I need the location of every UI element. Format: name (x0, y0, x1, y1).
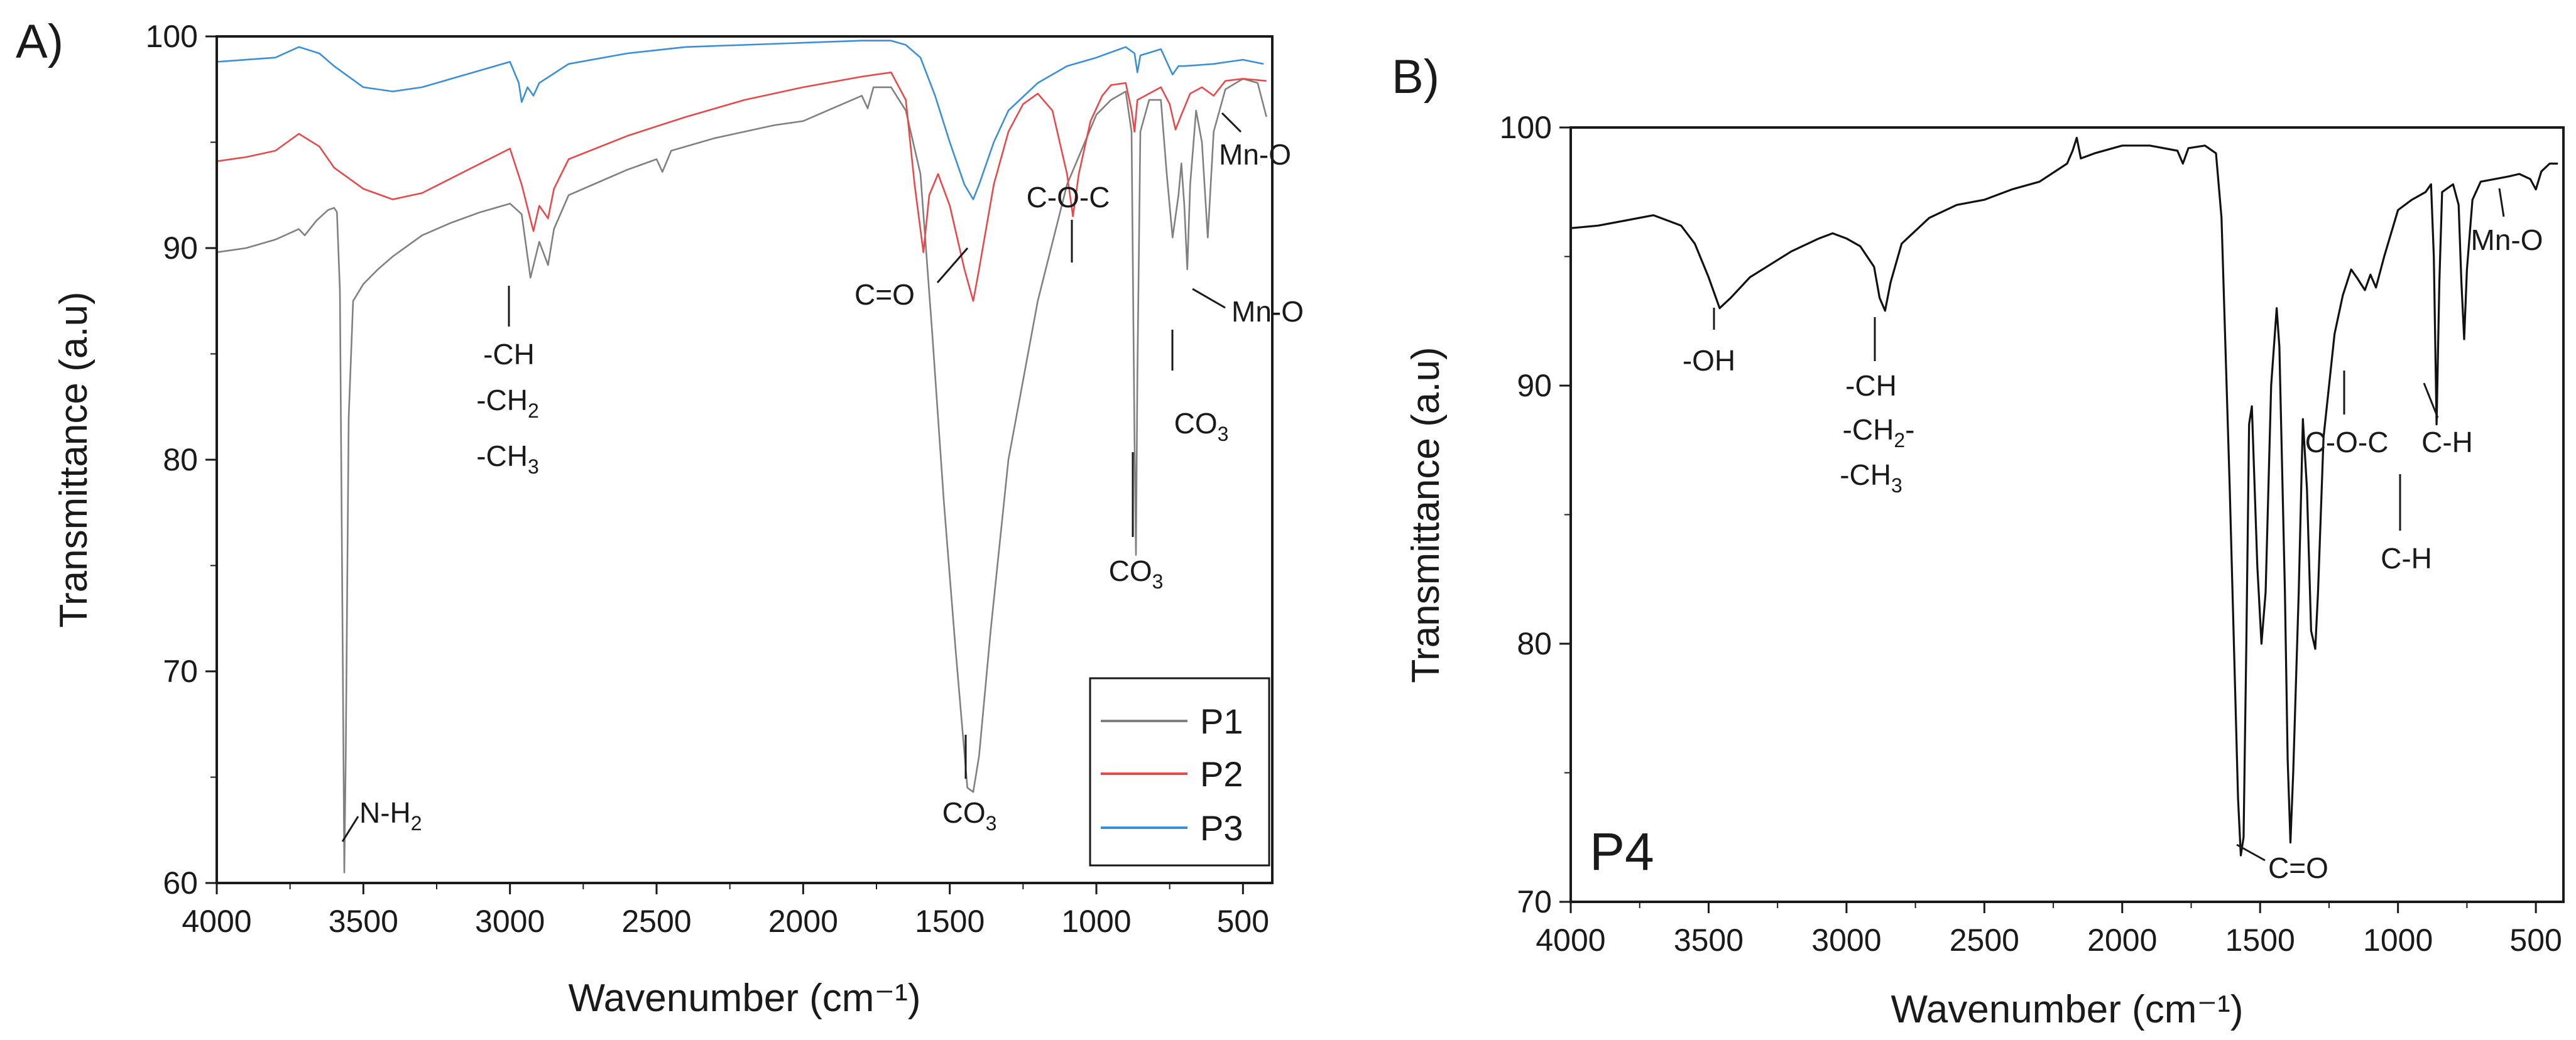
panel-a: A) 4000 3500 3000 2500 2000 1500 1000 500 60 70 8… (16, 15, 1304, 1020)
a-y-tick-label-100: 100 (146, 19, 198, 54)
a-x-tick-label-3500: 3500 (329, 904, 398, 939)
annotation-ch-b1: C-H (2381, 542, 2432, 575)
annotation-leader-mno-b (2498, 188, 2505, 217)
panel-a-y-axis-title: Transmittance (a.u) (52, 291, 96, 627)
legend-label-p3: P3 (1200, 808, 1243, 848)
annotation-coc-b: C-O-C (2305, 426, 2389, 458)
series-line-p4 (1570, 136, 2558, 857)
annotation-ch2-b: -CH2- (1843, 413, 1915, 452)
a-x-tick-label-500: 500 (1217, 904, 1269, 939)
a-x-tick-label-3000: 3000 (475, 904, 545, 939)
b-x-tick-label-1500: 1500 (2225, 923, 2295, 958)
a-x-tick-label-1000: 1000 (1061, 904, 1131, 939)
panel-b-y-axis-title: Transmittance (a.u) (1404, 347, 1448, 683)
panel-b-series-label: P4 (1590, 822, 1654, 881)
annotation-co3-2: CO3 (1109, 555, 1164, 593)
a-y-tick-label-60: 60 (163, 865, 198, 901)
b-y-tick-label-90: 90 (1517, 368, 1552, 403)
a-y-tick-label-70: 70 (163, 654, 198, 689)
annotation-coc: C-O-C (1027, 181, 1110, 214)
annotation-leader-ch-b2 (2423, 382, 2439, 418)
annotation-ch: -CH (483, 338, 535, 371)
panel-b: B) 4000 3500 3000 2500 2000 1500 1000 500 70 80 9… (1392, 50, 2565, 1031)
b-x-tick-label-1000: 1000 (2363, 923, 2433, 958)
panel-a-series (216, 40, 1267, 874)
annotation-co3-3: CO3 (1174, 407, 1229, 445)
a-y-tick-label-80: 80 (163, 442, 198, 477)
b-x-tick-label-3500: 3500 (1674, 923, 1744, 958)
panel-b-annotations (1713, 188, 2505, 862)
legend-label-p1: P1 (1200, 701, 1243, 741)
annotation-ch3: -CH3 (476, 440, 539, 478)
annotation-leader-co-b (2236, 843, 2266, 862)
annotation-leader-mno-a1 (1192, 288, 1226, 309)
annotation-leader-co (936, 247, 969, 283)
annotation-mno-1: Mn-O (1231, 295, 1304, 328)
annotation-oh: -OH (1683, 344, 1735, 377)
panel-a-y-ticks: 60 70 80 90 100 (146, 19, 217, 901)
annotation-ch3-b: -CH3 (1840, 458, 1902, 497)
a-x-tick-label-4000: 4000 (182, 904, 251, 939)
b-x-tick-label-500: 500 (2509, 923, 2562, 958)
panel-b-label: B) (1392, 50, 1439, 104)
b-x-tick-label-2000: 2000 (2087, 923, 2157, 958)
annotation-ch2: -CH2 (476, 384, 539, 422)
a-x-tick-label-2500: 2500 (621, 904, 691, 939)
series-line-p2 (216, 72, 1267, 302)
annotation-nh2: N-H2 (359, 796, 422, 835)
panel-b-frame (1569, 126, 2565, 903)
annotation-ch-b2: C-H (2421, 426, 2473, 458)
panel-b-x-axis-title: Wavenumber (cm⁻¹) (1891, 988, 2244, 1031)
a-x-tick-label-2000: 2000 (768, 904, 838, 939)
panel-a-x-ticks: 4000 3500 3000 2500 2000 1500 1000 500 (182, 883, 1269, 939)
b-y-tick-label-100: 100 (1500, 110, 1552, 145)
annotation-leader-nh2 (341, 816, 359, 842)
annotation-mno-2: Mn-O (1219, 138, 1291, 171)
b-x-tick-label-2500: 2500 (1950, 923, 2019, 958)
b-x-tick-label-3000: 3000 (1811, 923, 1881, 958)
legend-box (1089, 677, 1270, 867)
panel-b-y-ticks: 70 80 90 100 (1500, 110, 1571, 919)
panel-a-x-axis-title: Wavenumber (cm⁻¹) (569, 977, 921, 1020)
b-y-tick-label-70: 70 (1517, 884, 1552, 919)
annotation-mno-b: Mn-O (2471, 224, 2543, 256)
panel-a-label: A) (16, 15, 63, 68)
annotation-leader-mno-a2 (1221, 112, 1242, 133)
panel-a-annotations (341, 112, 1242, 842)
a-x-tick-label-1500: 1500 (915, 904, 985, 939)
panel-b-series (1570, 136, 2558, 857)
annotation-ch-b: -CH (1845, 369, 1897, 402)
annotation-co-b: C=O (2268, 852, 2328, 884)
b-x-tick-label-4000: 4000 (1536, 923, 1605, 958)
panel-b-x-ticks: 4000 3500 3000 2500 2000 1500 1000 500 (1536, 902, 2562, 958)
annotation-co3-1: CO3 (942, 796, 997, 835)
annotation-c-o: C=O (854, 278, 915, 311)
series-line-p3 (216, 40, 1264, 200)
series-line-p1 (216, 78, 1267, 874)
a-y-tick-label-90: 90 (163, 230, 198, 266)
legend-label-p2: P2 (1200, 754, 1243, 794)
b-y-tick-label-80: 80 (1517, 626, 1552, 661)
panel-a-legend: P1 P2 P3 (1089, 677, 1270, 867)
